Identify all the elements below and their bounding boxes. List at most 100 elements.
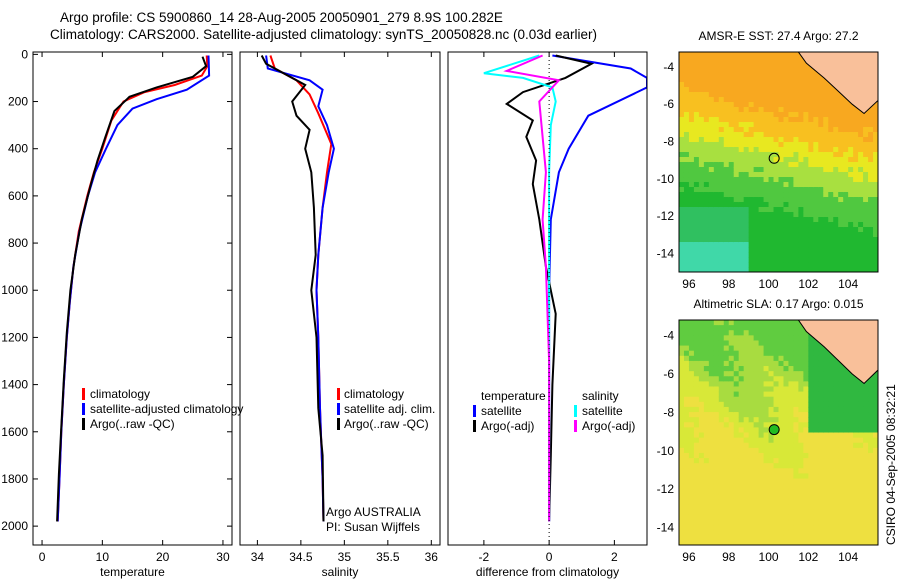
map-cell [818,137,824,143]
map-cell [718,257,725,263]
map-cell [683,87,690,93]
map-cell [758,97,765,103]
map-cell [698,167,705,173]
map-cell [723,202,730,208]
map-cell [768,447,775,454]
map-cell [733,458,740,464]
map-cell [803,483,809,490]
map-cell [828,488,834,495]
y-tick-label: 1400 [1,378,28,392]
map-cell [713,197,720,203]
map-cell [723,212,730,218]
map-cell [843,422,849,428]
map-cell [823,473,829,480]
map-cell [803,202,809,208]
map-cell [773,222,780,228]
map-cell [843,427,849,434]
map-cell [808,432,814,439]
map-cell [818,376,824,382]
map-cell [688,157,695,163]
map-cell [798,478,804,485]
map-cell [828,167,834,173]
map-cell [758,77,765,83]
map-cell [853,257,859,263]
map-cell [763,202,770,208]
map-cell [773,172,780,178]
map-cell [808,247,814,253]
map-cell [728,72,735,78]
map-cell [683,197,690,203]
map-cell [838,217,844,223]
map-cell [698,52,705,58]
map-cell [813,340,819,347]
map-cell [843,376,849,382]
map-cell [763,217,770,223]
map-cell [763,412,770,418]
map-cell [758,252,765,258]
map-cell [783,366,790,372]
map-cell [823,187,829,193]
map-cell [698,396,705,403]
map-cell [793,127,799,133]
map-cell [723,57,730,63]
map-cell [798,187,804,193]
map-cell [708,67,715,73]
map-cell [803,330,809,336]
map-cell [853,172,859,178]
map-cell [758,72,765,78]
map-cell [743,386,750,393]
map-cell [758,172,765,178]
y-tick-label: -6 [663,97,674,111]
map-cell [743,325,750,331]
map-cell [768,524,775,531]
map-cell [679,381,685,388]
map-cell [868,152,874,158]
map-cell [753,534,760,541]
map-cell [873,447,878,454]
map-cell [773,371,780,377]
map-cell [753,92,760,98]
map-cell [783,62,790,68]
map-cell [743,82,750,88]
map-cell [693,427,700,434]
map-cell [843,207,849,213]
map-cell [783,152,790,158]
map-cell [828,222,834,228]
map-cell [728,504,735,510]
map-cell [803,493,809,500]
map-cell [848,406,854,413]
map-cell [778,92,785,98]
map-cell [679,107,685,113]
map-cell [768,232,775,238]
map-cell [698,177,705,183]
map-cell [713,381,720,388]
map-cell [698,157,705,163]
map-cell [728,147,735,153]
map-cell [843,483,849,490]
map-cell [763,432,770,439]
map-cell [723,488,730,495]
map-cell [778,483,785,490]
map-cell [758,102,765,108]
map-cell [838,488,844,495]
map-cell [833,376,839,382]
map-cell [828,157,834,163]
map-cell [683,320,690,326]
map-cell [768,320,775,326]
map-cell [708,242,715,248]
map-cell [833,87,839,93]
map-cell [733,396,740,403]
map-cell [753,117,760,123]
map-cell [873,167,878,173]
map-cell [808,137,814,143]
map-cell [798,488,804,495]
map-cell [753,162,760,168]
map-cell [763,137,770,143]
map-cell [828,412,834,418]
map-cell [778,509,785,515]
map-cell [778,227,785,233]
map-cell [708,524,715,531]
map-cell [738,350,745,357]
map-cell [828,432,834,439]
map-cell [863,197,869,203]
